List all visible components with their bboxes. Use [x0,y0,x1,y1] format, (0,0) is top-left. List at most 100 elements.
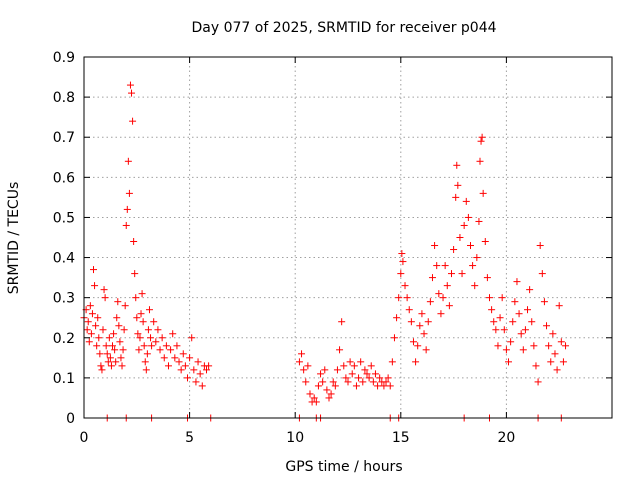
data-point [382,378,390,386]
data-point [104,358,112,366]
data-point [545,342,553,350]
data-point [312,398,320,406]
data-point [390,334,398,342]
data-point [120,326,128,334]
data-point [471,282,479,290]
data-point [302,378,310,386]
data-point [321,366,329,374]
data-point [475,217,483,225]
data-point [447,270,455,278]
data-point [134,330,142,338]
data-point [314,382,322,390]
x-tick-label: 10 [286,430,304,446]
data-point [110,330,118,338]
data-point [422,346,430,354]
data-point [196,370,204,378]
data-point [92,322,100,330]
data-point [109,342,117,350]
data-point [479,189,487,197]
data-point [156,346,164,354]
data-point [136,334,144,342]
y-tick-label: 0.5 [53,210,75,226]
data-point [547,358,555,366]
data-point [486,294,494,302]
data-point [119,346,127,354]
data-point [346,358,354,366]
data-point [94,314,102,322]
data-point [476,157,484,165]
data-point [530,342,538,350]
data-point [498,294,506,302]
data-point [88,310,96,318]
data-point [453,161,461,169]
data-point [87,330,95,338]
x-tick-label: 5 [185,430,194,446]
data-point [441,262,449,270]
data-point [473,254,481,262]
data-point [398,250,406,258]
data-point [98,366,106,374]
data-point [112,358,120,366]
data-point [340,362,348,370]
data-point [325,394,333,402]
data-point [164,362,172,370]
data-point [374,382,382,390]
y-tick-label: 0.3 [53,291,75,307]
x-axis-label: GPS time / hours [285,459,402,475]
data-point [295,358,303,366]
data-point [107,362,115,370]
data-point [464,213,472,221]
y-tick-label: 0 [66,411,75,427]
data-point [124,157,132,165]
data-point [380,382,388,390]
data-point [443,282,451,290]
data-point [559,358,567,366]
data-point [458,270,466,278]
data-point [478,133,486,141]
data-point [114,298,122,306]
data-point [128,89,136,97]
data-point [517,330,525,338]
data-point [133,314,141,322]
data-point [428,274,436,282]
data-point [445,302,453,310]
data-point [145,306,153,314]
data-point [97,362,105,370]
data-point [137,310,145,318]
data-point [135,346,143,354]
data-point [130,238,138,246]
data-point [150,318,158,326]
data-point [148,342,156,350]
data-point [557,338,565,346]
data-point [106,354,114,362]
data-point [532,362,540,370]
chart-title: Day 077 of 2025, SRMTID for receiver p04… [191,20,496,36]
data-point [435,290,443,298]
data-point [93,342,101,350]
data-point [540,298,548,306]
data-point [534,378,542,386]
data-point [86,302,94,310]
data-point [171,354,179,362]
data-point [179,350,187,358]
data-point [477,137,485,145]
data-point [528,318,536,326]
data-point [181,362,189,370]
data-point [344,378,352,386]
data-point [355,374,363,382]
axis-ticks: 0 0.1 0.2 0.3 0.4 0.5 0.6 0.7 0.8 0.9 0 5 10 15 20 [53,50,612,446]
data-point [412,358,420,366]
data-point [431,242,439,250]
data-point [454,181,462,189]
data-point [424,318,432,326]
data-point [298,350,306,358]
data-point [524,306,532,314]
data-point [198,382,206,390]
data-point [361,366,369,374]
data-point [543,322,551,330]
y-tick-label: 0.9 [53,50,75,66]
data-point [407,318,415,326]
data-point [500,326,508,334]
data-point [327,390,335,398]
